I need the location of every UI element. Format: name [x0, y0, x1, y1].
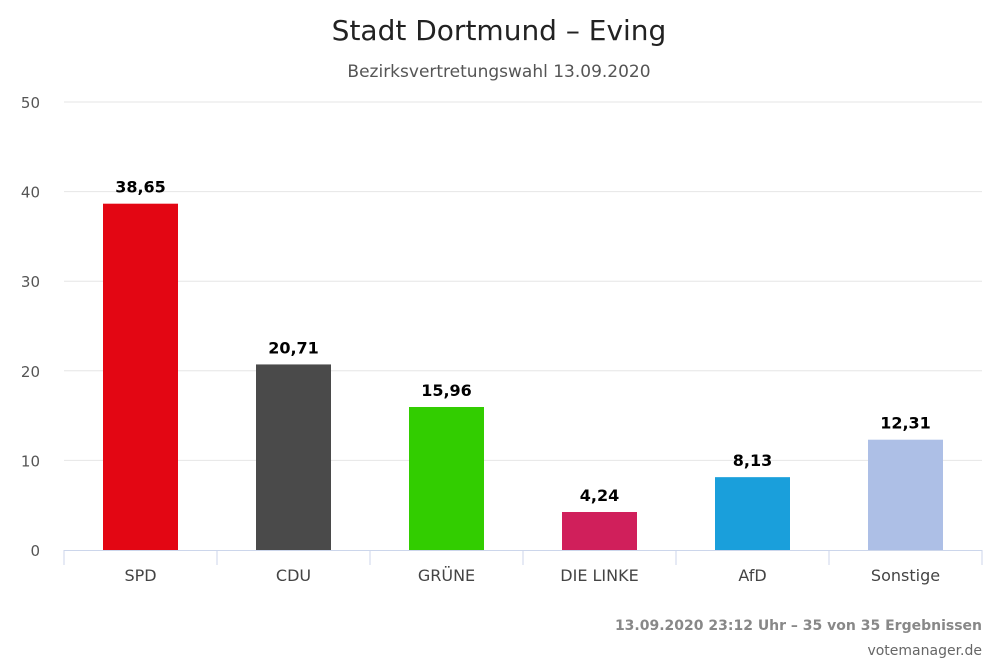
data-label: 12,31	[880, 414, 931, 433]
data-label: 8,13	[733, 451, 772, 470]
bar-spd	[103, 203, 178, 551]
y-tick-label: 20	[21, 363, 40, 381]
data-label: 4,24	[580, 486, 619, 505]
bar-cdu	[256, 364, 331, 550]
y-tick-label: 50	[21, 94, 40, 112]
bar-sonstige	[868, 439, 943, 550]
y-tick-label: 30	[21, 273, 40, 291]
footer-status: 13.09.2020 23:12 Uhr – 35 von 35 Ergebni…	[615, 618, 982, 634]
data-label: 38,65	[115, 178, 166, 197]
y-tick-label: 10	[21, 452, 40, 470]
x-tick-label: GRÜNE	[418, 566, 475, 585]
data-label: 20,71	[268, 338, 319, 357]
chart-subtitle: Bezirksvertretungswahl 13.09.2020	[347, 62, 650, 82]
y-tick-label: 0	[30, 542, 40, 560]
y-tick-label: 40	[21, 184, 40, 202]
data-label: 15,96	[421, 381, 472, 400]
x-tick-label: Sonstige	[871, 566, 940, 585]
chart-title: Stadt Dortmund – Eving	[332, 14, 667, 47]
x-tick-label: AfD	[738, 566, 766, 585]
x-tick-label: DIE LINKE	[560, 566, 638, 585]
credit-link[interactable]: votemanager.de	[867, 643, 982, 659]
footer-credit[interactable]: votemanager.de	[867, 643, 982, 659]
x-tick-label: CDU	[276, 566, 311, 585]
bar-die-linke	[562, 512, 637, 550]
bar-grüne	[409, 406, 484, 550]
bar-afd	[715, 477, 790, 550]
x-tick-label: SPD	[124, 566, 156, 585]
